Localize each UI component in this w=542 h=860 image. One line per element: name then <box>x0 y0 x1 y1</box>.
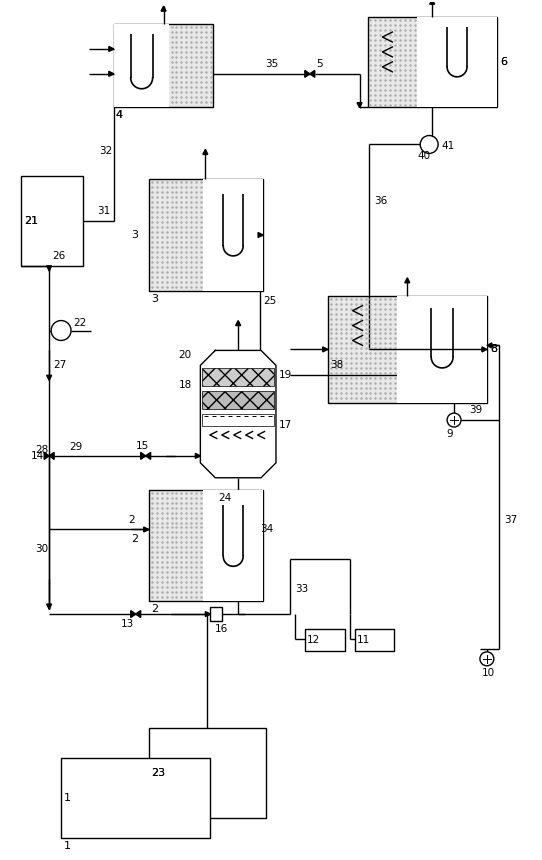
Text: 23: 23 <box>152 768 166 778</box>
Polygon shape <box>201 350 276 478</box>
Polygon shape <box>131 611 136 617</box>
Text: 21: 21 <box>24 216 38 226</box>
Polygon shape <box>236 321 241 326</box>
Polygon shape <box>203 150 208 155</box>
Text: 33: 33 <box>295 584 308 594</box>
Bar <box>202 368 274 386</box>
Text: 19: 19 <box>279 371 292 380</box>
Polygon shape <box>144 527 149 532</box>
Text: 37: 37 <box>504 514 517 525</box>
Text: 3: 3 <box>131 230 138 240</box>
Circle shape <box>447 413 461 427</box>
Polygon shape <box>357 102 362 108</box>
Text: 1: 1 <box>64 793 71 803</box>
Polygon shape <box>47 266 51 271</box>
Text: 2: 2 <box>129 514 136 525</box>
Circle shape <box>51 321 71 341</box>
Text: 10: 10 <box>482 667 495 678</box>
Text: 30: 30 <box>35 544 48 555</box>
Text: 14: 14 <box>31 451 44 461</box>
Bar <box>202 391 274 409</box>
Text: 8: 8 <box>490 344 497 354</box>
Text: 11: 11 <box>357 635 370 645</box>
Polygon shape <box>405 278 410 283</box>
Text: 31: 31 <box>98 206 111 216</box>
Text: 3: 3 <box>152 293 159 304</box>
Polygon shape <box>109 71 114 77</box>
Polygon shape <box>258 232 263 237</box>
Text: 29: 29 <box>69 442 82 452</box>
Polygon shape <box>305 71 310 77</box>
Text: 8: 8 <box>490 344 497 354</box>
Circle shape <box>480 652 494 666</box>
Text: 26: 26 <box>52 251 66 261</box>
Bar <box>114 24 214 107</box>
Text: 24: 24 <box>218 493 231 502</box>
Text: 32: 32 <box>99 146 112 157</box>
Text: 23: 23 <box>152 768 166 778</box>
Text: 40: 40 <box>417 151 430 162</box>
Bar <box>210 607 222 621</box>
Bar <box>61 759 210 838</box>
Text: 2: 2 <box>152 604 159 614</box>
Polygon shape <box>44 452 49 459</box>
Bar <box>203 489 263 601</box>
Polygon shape <box>430 0 435 4</box>
Polygon shape <box>195 453 201 458</box>
Polygon shape <box>487 343 492 348</box>
Polygon shape <box>310 71 315 77</box>
Text: 6: 6 <box>500 57 507 67</box>
Bar <box>397 296 487 403</box>
Polygon shape <box>146 452 151 459</box>
Bar <box>202 414 274 426</box>
Text: 17: 17 <box>279 420 292 430</box>
Polygon shape <box>161 6 166 11</box>
Circle shape <box>420 136 438 153</box>
Bar <box>417 17 497 107</box>
Polygon shape <box>322 347 328 352</box>
Text: 36: 36 <box>375 196 388 206</box>
Text: 2: 2 <box>131 534 138 544</box>
Polygon shape <box>141 452 146 459</box>
Text: 15: 15 <box>136 441 149 451</box>
Text: 5: 5 <box>316 58 322 69</box>
Text: 20: 20 <box>178 350 192 360</box>
Text: 1: 1 <box>64 841 71 851</box>
Polygon shape <box>205 611 210 617</box>
Text: 18: 18 <box>178 380 192 390</box>
Polygon shape <box>109 46 114 52</box>
Bar <box>354 629 395 651</box>
Bar <box>114 24 169 107</box>
Polygon shape <box>482 347 487 352</box>
Bar <box>149 179 263 291</box>
Bar <box>149 489 263 601</box>
Text: 22: 22 <box>73 317 86 328</box>
Text: 4: 4 <box>116 109 123 120</box>
Text: 27: 27 <box>53 360 66 371</box>
Bar <box>305 629 345 651</box>
Polygon shape <box>49 452 54 459</box>
Text: 21: 21 <box>24 216 38 226</box>
Text: 39: 39 <box>469 405 482 415</box>
Text: 28: 28 <box>35 445 48 455</box>
Bar <box>367 17 497 107</box>
Text: 35: 35 <box>265 58 278 69</box>
Text: 16: 16 <box>215 624 229 634</box>
Text: 4: 4 <box>116 109 123 120</box>
Polygon shape <box>47 604 51 609</box>
Bar <box>21 176 83 266</box>
Polygon shape <box>47 375 51 380</box>
Text: 34: 34 <box>260 525 273 534</box>
Text: 6: 6 <box>500 57 507 67</box>
Bar <box>149 728 266 818</box>
Text: 25: 25 <box>263 296 276 305</box>
Text: 13: 13 <box>121 619 134 629</box>
Bar <box>203 179 263 291</box>
Bar <box>328 296 487 403</box>
Text: 12: 12 <box>307 635 320 645</box>
Text: 38: 38 <box>330 360 343 371</box>
Text: 9: 9 <box>446 429 453 439</box>
Text: 41: 41 <box>441 141 454 151</box>
Polygon shape <box>136 611 141 617</box>
